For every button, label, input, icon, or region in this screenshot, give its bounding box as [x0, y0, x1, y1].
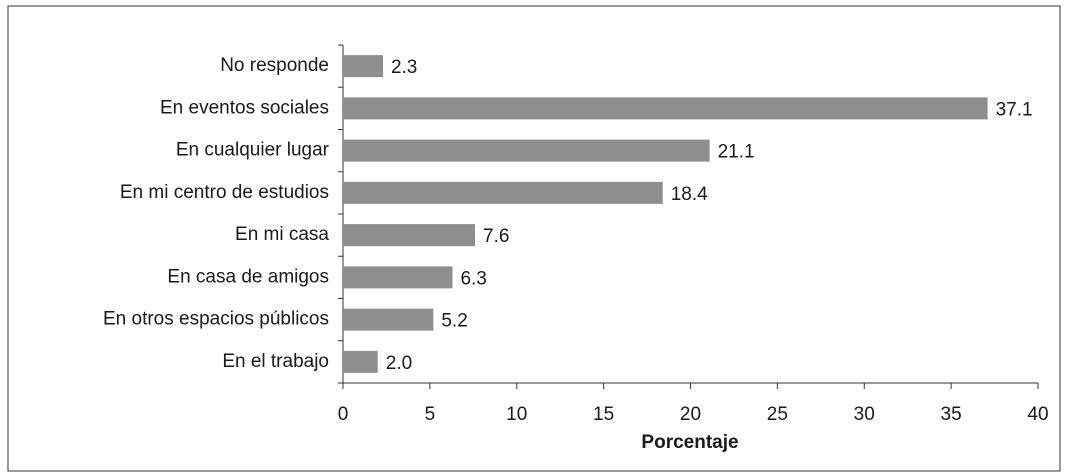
data-label: 7.6: [483, 226, 509, 247]
x-tick-label: 20: [680, 404, 701, 425]
data-label: 2.0: [386, 353, 412, 374]
y-tick-label: En cualquier lugar: [176, 140, 330, 161]
bar: [343, 97, 988, 120]
data-label: 21.1: [718, 142, 755, 163]
bar: [343, 55, 383, 78]
frame: [7, 5, 1061, 472]
y-tick-label: En mi casa: [235, 224, 329, 245]
data-label: 37.1: [996, 99, 1033, 120]
x-tick-label: 30: [854, 404, 875, 425]
x-tick-label: 15: [593, 404, 614, 425]
y-tick-label: En otros espacios públicos: [103, 309, 329, 330]
x-tick-label: 25: [767, 404, 788, 425]
bar: [343, 266, 453, 289]
bar: [343, 181, 663, 204]
x-tick-label: 10: [506, 404, 527, 425]
y-tick-label: En eventos sociales: [160, 97, 329, 118]
y-tick-label: En mi centro de estudios: [120, 182, 329, 203]
x-tick-label: 35: [941, 404, 962, 425]
y-tick-label: No responde: [220, 55, 329, 76]
bar: [343, 224, 476, 247]
y-tick-label: En el trabajo: [222, 351, 329, 372]
data-label: 18.4: [671, 184, 708, 205]
data-label: 6.3: [460, 268, 486, 289]
x-tick-label: 40: [1027, 404, 1048, 425]
data-label: 2.3: [391, 57, 417, 78]
x-tick-label: 0: [338, 404, 349, 425]
bar: [343, 139, 710, 162]
y-tick-label: En casa de amigos: [167, 266, 329, 287]
x-axis-title: Porcentaje: [641, 432, 738, 453]
bar: [343, 308, 434, 331]
x-tick-label: 5: [425, 404, 436, 425]
data-label: 5.2: [441, 311, 467, 332]
bar: [343, 350, 378, 373]
